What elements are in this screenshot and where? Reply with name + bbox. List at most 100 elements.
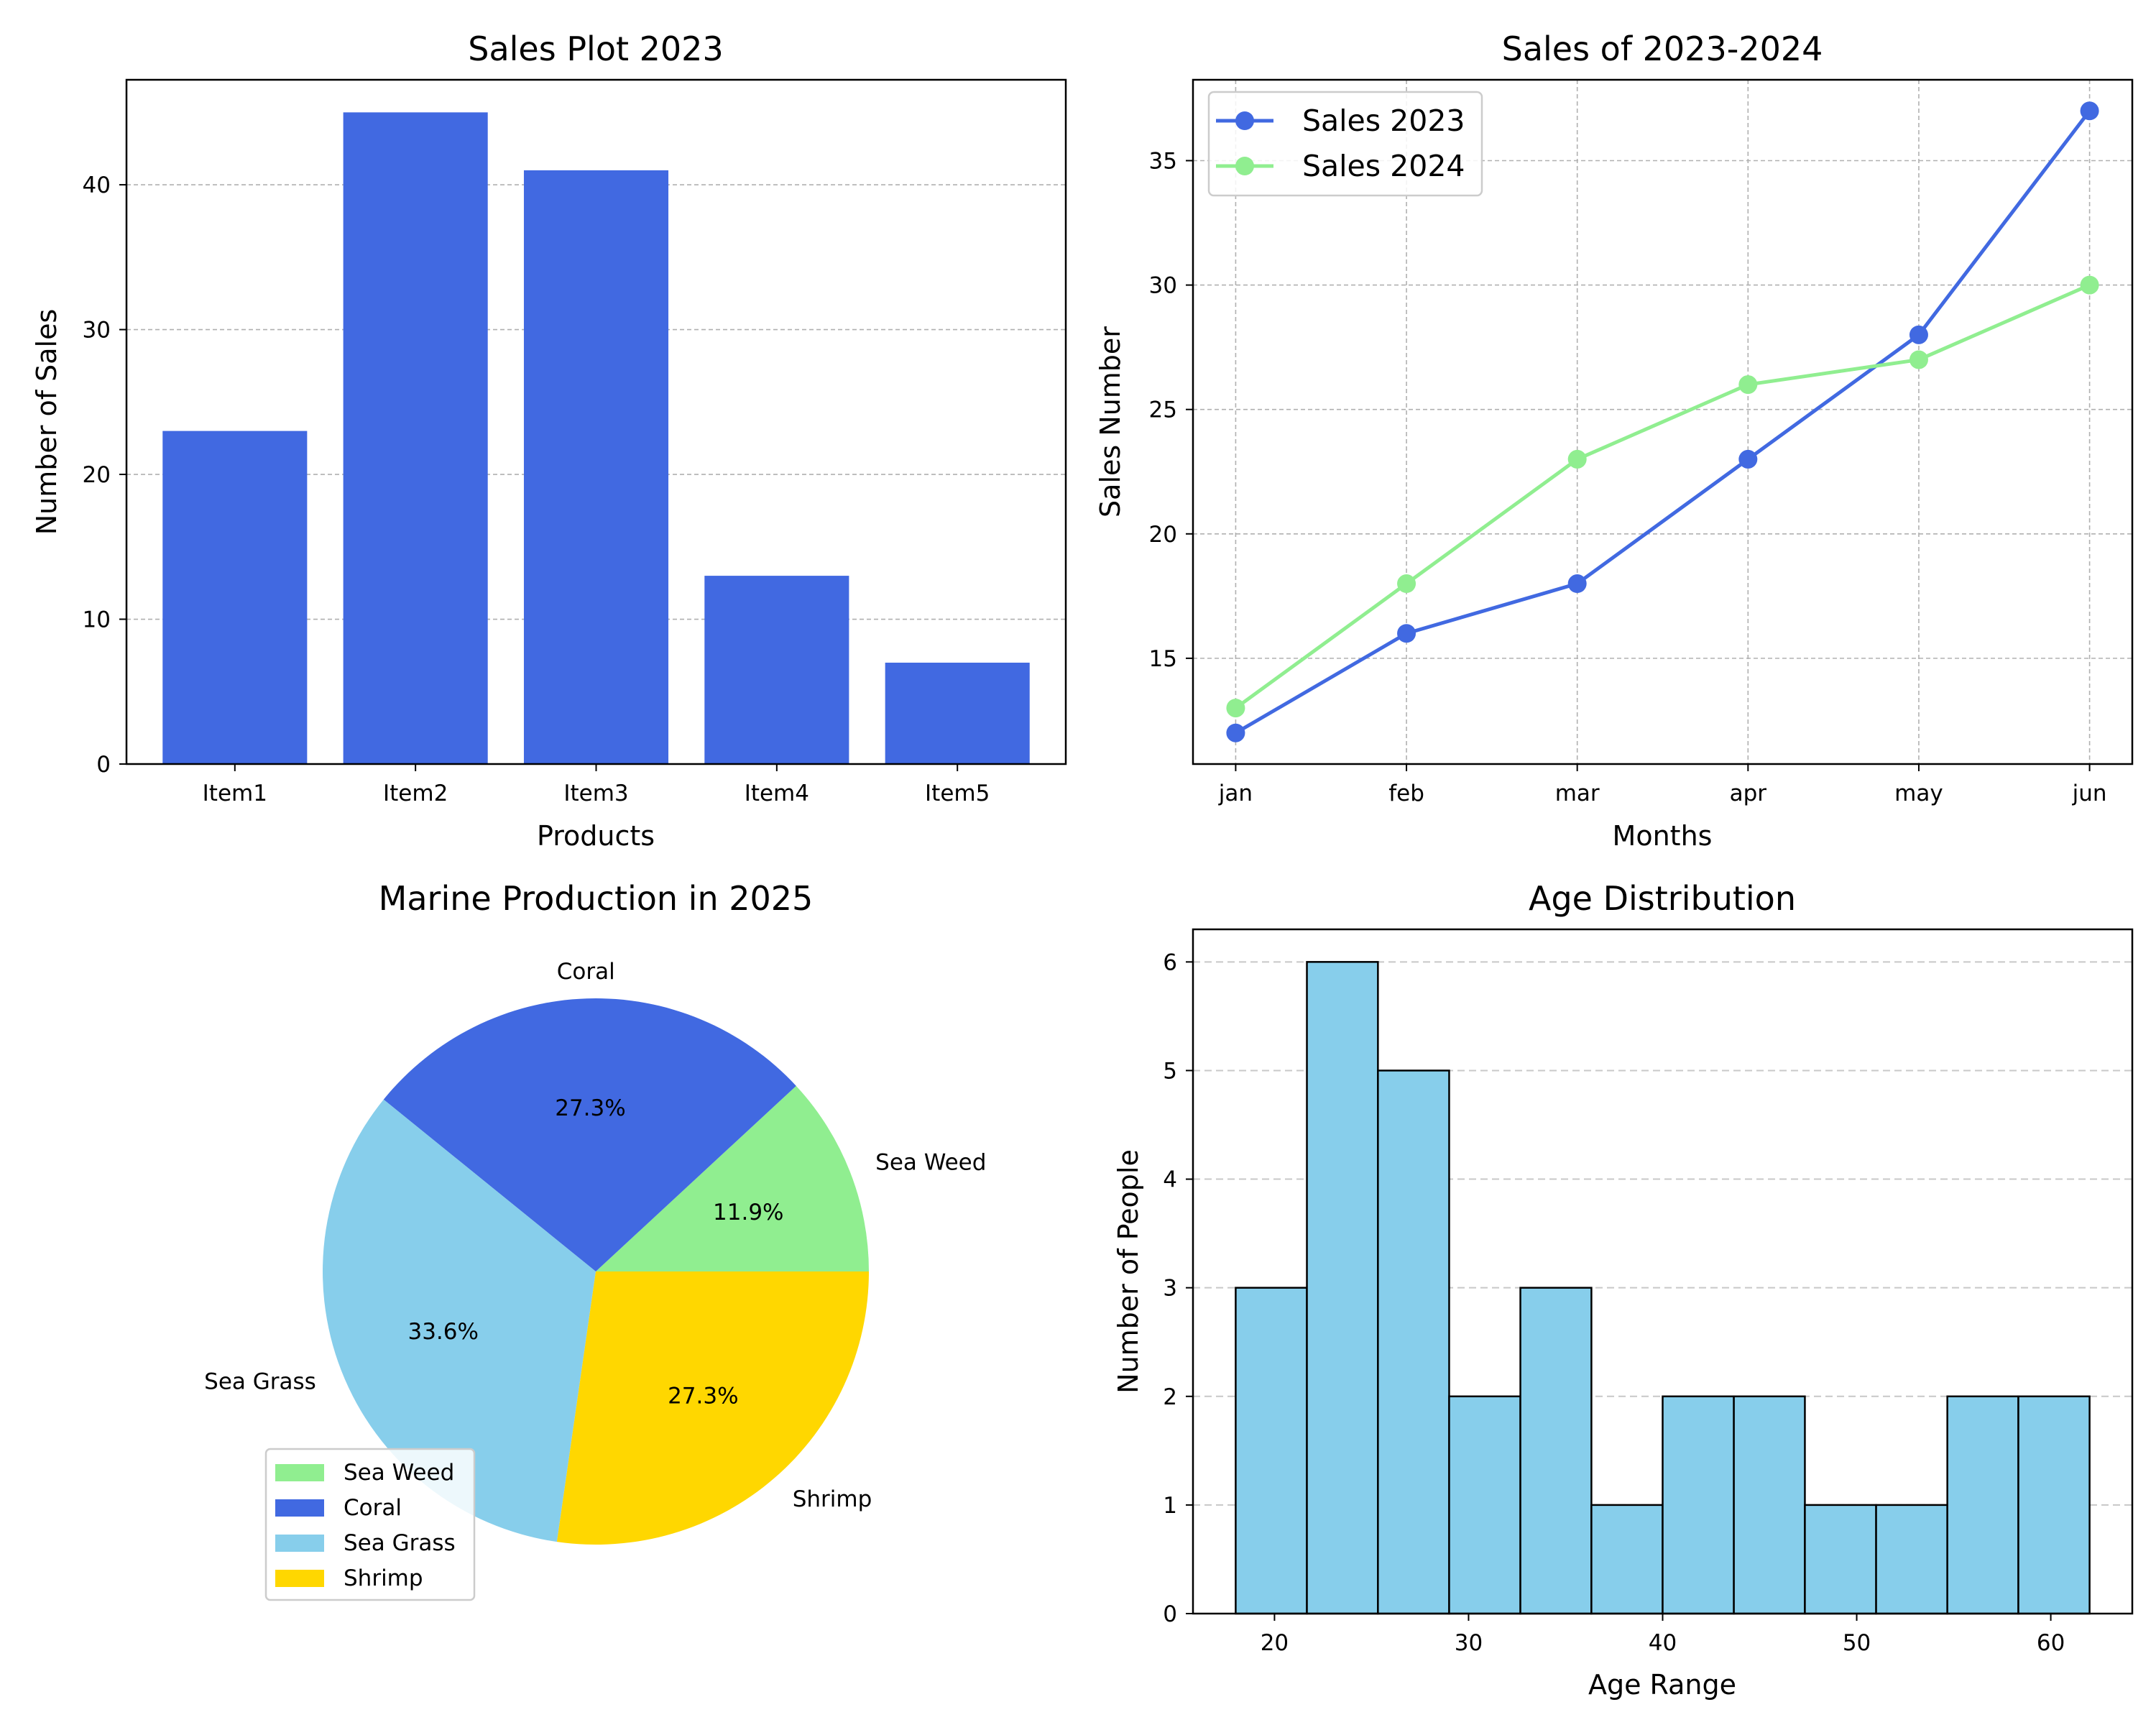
x-tick-label: 50 — [1843, 1630, 1871, 1656]
data-point — [1738, 449, 1758, 469]
y-tick-label: 10 — [83, 607, 111, 633]
data-point — [1567, 574, 1587, 594]
legend-frame — [264, 1448, 476, 1601]
line-chart-sales-2023-2024: Sales of 2023-2024 jan feb mar apr may jun 15… — [1095, 29, 2134, 852]
legend-swatch — [275, 1535, 324, 1552]
slice-category-label: Sea Grass — [204, 1369, 316, 1395]
data-point — [1567, 449, 1587, 469]
data-point — [1397, 624, 1416, 643]
y-tick-label: 1 — [1163, 1493, 1177, 1519]
y-tick-label: 2 — [1163, 1384, 1177, 1410]
pie-slice — [323, 1099, 596, 1542]
y-tick-label: 15 — [1149, 646, 1177, 672]
bar — [885, 662, 1030, 764]
histogram-bar — [1519, 1287, 1593, 1615]
legend-marker-sales-2023 — [1235, 111, 1254, 130]
data-point — [1909, 325, 1928, 344]
slice-percent-label: 33.6% — [407, 1319, 478, 1345]
x-tick-label: feb — [1388, 781, 1424, 806]
x-tick-label: Item5 — [925, 781, 990, 806]
y-tick-label: 30 — [83, 318, 111, 344]
chart-title: Sales Plot 2023 — [468, 29, 723, 68]
x-tick-label: 40 — [1649, 1630, 1677, 1656]
legend-label: Sales 2024 — [1302, 149, 1465, 183]
y-tick-label: 6 — [1163, 949, 1177, 975]
data-point — [1397, 574, 1416, 594]
legend: Sea Weed Coral Sea Grass Shrimp — [264, 1448, 476, 1601]
x-tick-label: jun — [2072, 781, 2107, 806]
x-axis-label: Age Range — [1588, 1669, 1736, 1701]
x-axis-label: Products — [537, 820, 655, 852]
x-tick-label: apr — [1730, 781, 1767, 806]
y-tick-label: 5 — [1163, 1058, 1177, 1084]
data-point — [2080, 101, 2099, 121]
x-tick-label: Item1 — [203, 781, 267, 806]
y-tick-label: 40 — [83, 172, 111, 198]
histogram-bar — [1377, 1070, 1450, 1615]
legend: Sales 2023 Sales 2024 — [1207, 91, 1483, 197]
x-tick-label: mar — [1555, 781, 1600, 806]
y-tick-label: 30 — [1149, 273, 1177, 299]
y-axis-label: Sales Number — [1095, 326, 1126, 518]
histogram-bar — [1804, 1504, 1877, 1615]
histogram-bar — [2017, 1395, 2091, 1615]
legend-label: Sales 2023 — [1302, 104, 1465, 138]
legend-label: Coral — [344, 1495, 402, 1521]
x-tick-label: Item3 — [563, 781, 628, 806]
data-point — [2080, 275, 2099, 295]
legend-frame — [1207, 91, 1483, 197]
histogram-bar — [1662, 1395, 1735, 1615]
x-tick-label: may — [1894, 781, 1943, 806]
data-point — [1226, 723, 1245, 742]
pie-slice — [383, 998, 796, 1271]
legend-entry: Sales 2024 — [1216, 149, 1465, 183]
chart-title: Sales of 2023-2024 — [1502, 29, 1823, 68]
legend-marker-sales-2024 — [1235, 157, 1254, 175]
y-tick-label: 0 — [96, 752, 111, 778]
legend-label: Sea Weed — [344, 1460, 454, 1486]
plot-frame — [1192, 78, 2134, 765]
bar — [523, 170, 669, 765]
slice-percent-label: 27.3% — [555, 1095, 625, 1121]
histogram-bar — [1235, 1287, 1308, 1615]
y-tick-label: 25 — [1149, 397, 1177, 423]
bar — [162, 431, 308, 764]
legend-entry: Sales 2023 — [1216, 104, 1465, 138]
histogram-bar — [1875, 1504, 1948, 1615]
y-tick-label: 35 — [1149, 149, 1177, 175]
histogram-bar — [1946, 1395, 2019, 1615]
legend-label: Shrimp — [344, 1565, 423, 1591]
series-line — [1235, 109, 2091, 735]
slice-category-label: Sea Weed — [875, 1149, 986, 1175]
series-line — [1234, 283, 2091, 710]
chart-title: Age Distribution — [1529, 879, 1796, 918]
x-tick-label: 30 — [1455, 1630, 1483, 1656]
x-tick-label: 60 — [2037, 1630, 2065, 1656]
histogram-bar — [1590, 1504, 1664, 1615]
x-tick-label: jan — [1218, 781, 1253, 806]
histogram-bar — [1733, 1395, 1806, 1615]
x-tick-label: 20 — [1261, 1630, 1289, 1656]
bar — [704, 576, 849, 764]
histogram-age-distribution: Age Distribution 20 30 40 50 60 0 1 2 3 4 5 6 Age … — [1112, 879, 2134, 1701]
x-tick-label: Item4 — [745, 781, 809, 806]
slice-percent-label: 11.9% — [713, 1200, 783, 1225]
y-tick-label: 3 — [1163, 1276, 1177, 1302]
y-axis-label: Number of Sales — [31, 309, 63, 535]
pie-slice — [556, 1271, 869, 1545]
legend-swatch — [275, 1464, 324, 1481]
bar — [343, 112, 488, 765]
y-axis-label: Number of People — [1112, 1149, 1144, 1394]
chart-title: Marine Production in 2025 — [379, 879, 814, 918]
slice-category-label: Coral — [557, 959, 615, 985]
data-point — [1909, 350, 1928, 369]
histogram-bar — [1306, 961, 1379, 1615]
data-point — [1226, 699, 1245, 718]
x-tick-label: Item2 — [383, 781, 448, 806]
y-tick-label: 4 — [1163, 1167, 1177, 1193]
slice-percent-label: 27.3% — [668, 1383, 738, 1409]
y-tick-label: 20 — [1149, 522, 1177, 548]
legend-label: Sea Grass — [344, 1530, 456, 1556]
data-point — [1738, 375, 1758, 395]
